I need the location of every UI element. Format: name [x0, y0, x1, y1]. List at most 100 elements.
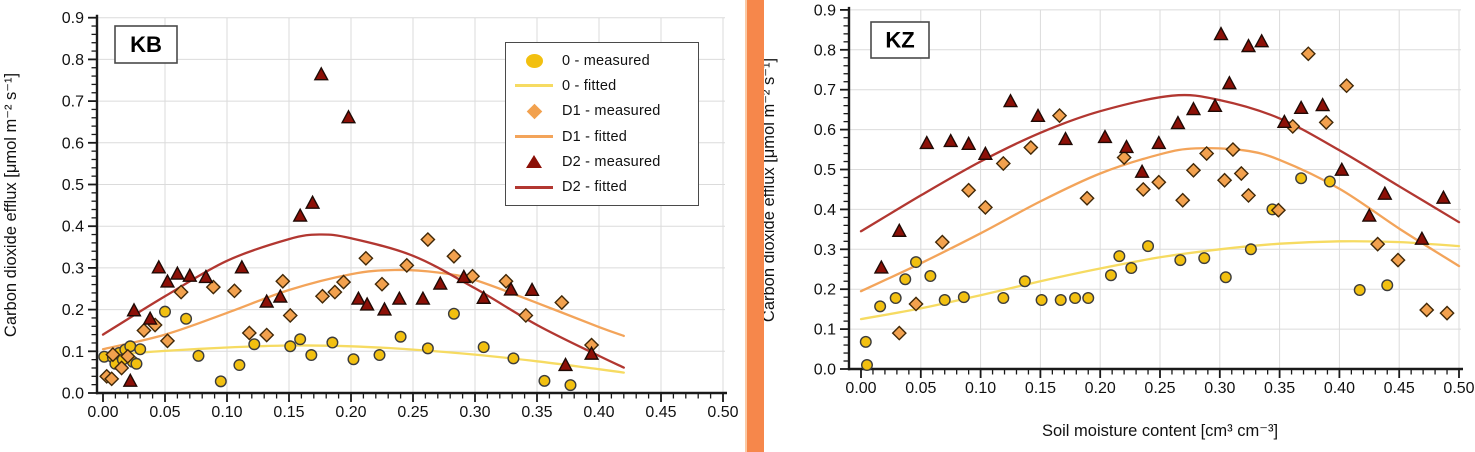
x-axis-label: Soil moisture content [cm³ cm⁻³] [1042, 422, 1278, 440]
series-0-measured [859, 172, 1394, 372]
circle-marker-icon [525, 53, 543, 68]
data-point-diamond [1233, 165, 1249, 182]
data-point-circle [1353, 283, 1366, 296]
x-tick-label: 0.30 [1204, 380, 1235, 397]
legend-label: D1 - fitted [562, 128, 628, 145]
x-tick-label: 0.15 [273, 404, 304, 421]
data-point-triangle [313, 66, 329, 81]
data-point-diamond [1300, 46, 1316, 62]
data-point-diamond [1199, 145, 1215, 162]
data-point-triangle [350, 290, 367, 305]
data-point-triangle [1097, 129, 1113, 144]
data-point-diamond [554, 294, 570, 311]
data-point-diamond [282, 307, 298, 324]
data-point-circle [421, 342, 434, 355]
y-tick-label: 0.4 [62, 219, 84, 236]
data-point-triangle [340, 109, 357, 124]
tick-labels: 0.00 0.05 0.10 0.15 0.20 0.25 0.30 0.35 0.40 0.45… [814, 2, 1475, 397]
y-tick-label: 0.1 [62, 344, 84, 361]
data-point-circle [564, 379, 577, 392]
data-point-circle [326, 336, 339, 349]
data-point-triangle [1361, 207, 1377, 222]
plot-title: KB [130, 32, 162, 57]
data-point-diamond [1116, 149, 1132, 166]
data-point-triangle [182, 267, 198, 282]
plot-title-box: KZ [870, 21, 930, 59]
data-point-triangle [159, 273, 176, 288]
data-point-diamond [205, 279, 221, 295]
data-point-diamond [934, 234, 950, 250]
data-point-triangle [1057, 131, 1074, 146]
data-point-diamond [1079, 190, 1095, 206]
data-point-triangle [1315, 97, 1331, 112]
data-point-diamond [374, 276, 390, 292]
data-point-triangle [126, 302, 142, 317]
data-point-circle [957, 291, 970, 304]
data-point-triangle [1134, 163, 1150, 178]
scatter-points [859, 26, 1455, 372]
data-point-circle [1054, 293, 1067, 306]
y-tick-label: 0.0 [814, 362, 836, 379]
data-point-diamond [335, 274, 352, 290]
y-tick-label: 0.8 [62, 52, 84, 69]
data-point-circle [1113, 250, 1126, 263]
data-point-circle [134, 343, 147, 356]
data-point-circle [938, 293, 951, 306]
y-tick-label: 0.6 [62, 135, 84, 152]
data-point-triangle [1435, 189, 1452, 204]
data-point-triangle [1118, 139, 1135, 154]
data-point-circle [1018, 275, 1031, 288]
axes [88, 14, 727, 402]
x-tick-label: 0.00 [87, 404, 118, 421]
yellow-line-icon [515, 84, 553, 88]
data-point-circle [214, 375, 227, 388]
y-axis-label: Carbon dioxide efflux [μmol m⁻² s⁻¹] [760, 58, 778, 322]
scatter-points [98, 66, 600, 392]
data-point-circle [1142, 240, 1155, 253]
data-point-diamond [241, 325, 257, 341]
data-point-diamond [399, 257, 415, 273]
data-point-triangle [415, 290, 431, 305]
data-point-triangle [234, 259, 250, 274]
data-point-diamond [1151, 174, 1167, 190]
data-point-triangle [1254, 33, 1270, 48]
data-point-triangle [873, 259, 889, 274]
data-point-triangle [476, 289, 492, 304]
data-point-diamond [259, 327, 275, 343]
data-point-circle [294, 333, 307, 346]
data-point-diamond [420, 231, 436, 248]
x-tick-label: 0.10 [211, 404, 242, 421]
data-point-diamond [1318, 114, 1334, 131]
data-point-triangle [1207, 97, 1223, 113]
data-point-diamond [1051, 108, 1068, 124]
data-point-diamond [105, 347, 121, 363]
data-point-circle [1244, 243, 1257, 256]
data-point-triangle [1334, 161, 1350, 176]
data-point-triangle [432, 275, 448, 290]
legend: 0 - measured 0 - fitted D1 - measured D1… [505, 42, 699, 206]
data-point-triangle [1377, 185, 1393, 200]
data-point-triangle [391, 290, 407, 305]
y-axis-label: Carbon dioxide efflux [μmol m⁻² s⁻¹] [2, 73, 20, 337]
fitted-curve-d1 [859, 146, 1461, 293]
data-point-circle [1381, 279, 1394, 292]
data-point-circle [1082, 291, 1095, 304]
data-point-diamond [1175, 192, 1191, 208]
data-point-circle [910, 256, 923, 269]
y-tick-label: 0.8 [814, 42, 836, 59]
data-point-circle [1035, 293, 1048, 306]
data-point-diamond [104, 371, 120, 387]
data-point-circle [889, 291, 902, 304]
series-0-measured [98, 305, 577, 392]
data-point-diamond [908, 296, 924, 312]
y-tick-label: 0.3 [62, 260, 84, 277]
data-point-triangle [919, 135, 935, 150]
x-tick-label: 0.05 [905, 380, 936, 397]
data-point-triangle [557, 357, 574, 372]
data-point-diamond [1439, 305, 1455, 321]
y-tick-label: 0.7 [62, 94, 84, 111]
data-point-diamond [1135, 181, 1151, 198]
data-point-diamond [159, 333, 176, 349]
data-point-circle [347, 353, 360, 366]
